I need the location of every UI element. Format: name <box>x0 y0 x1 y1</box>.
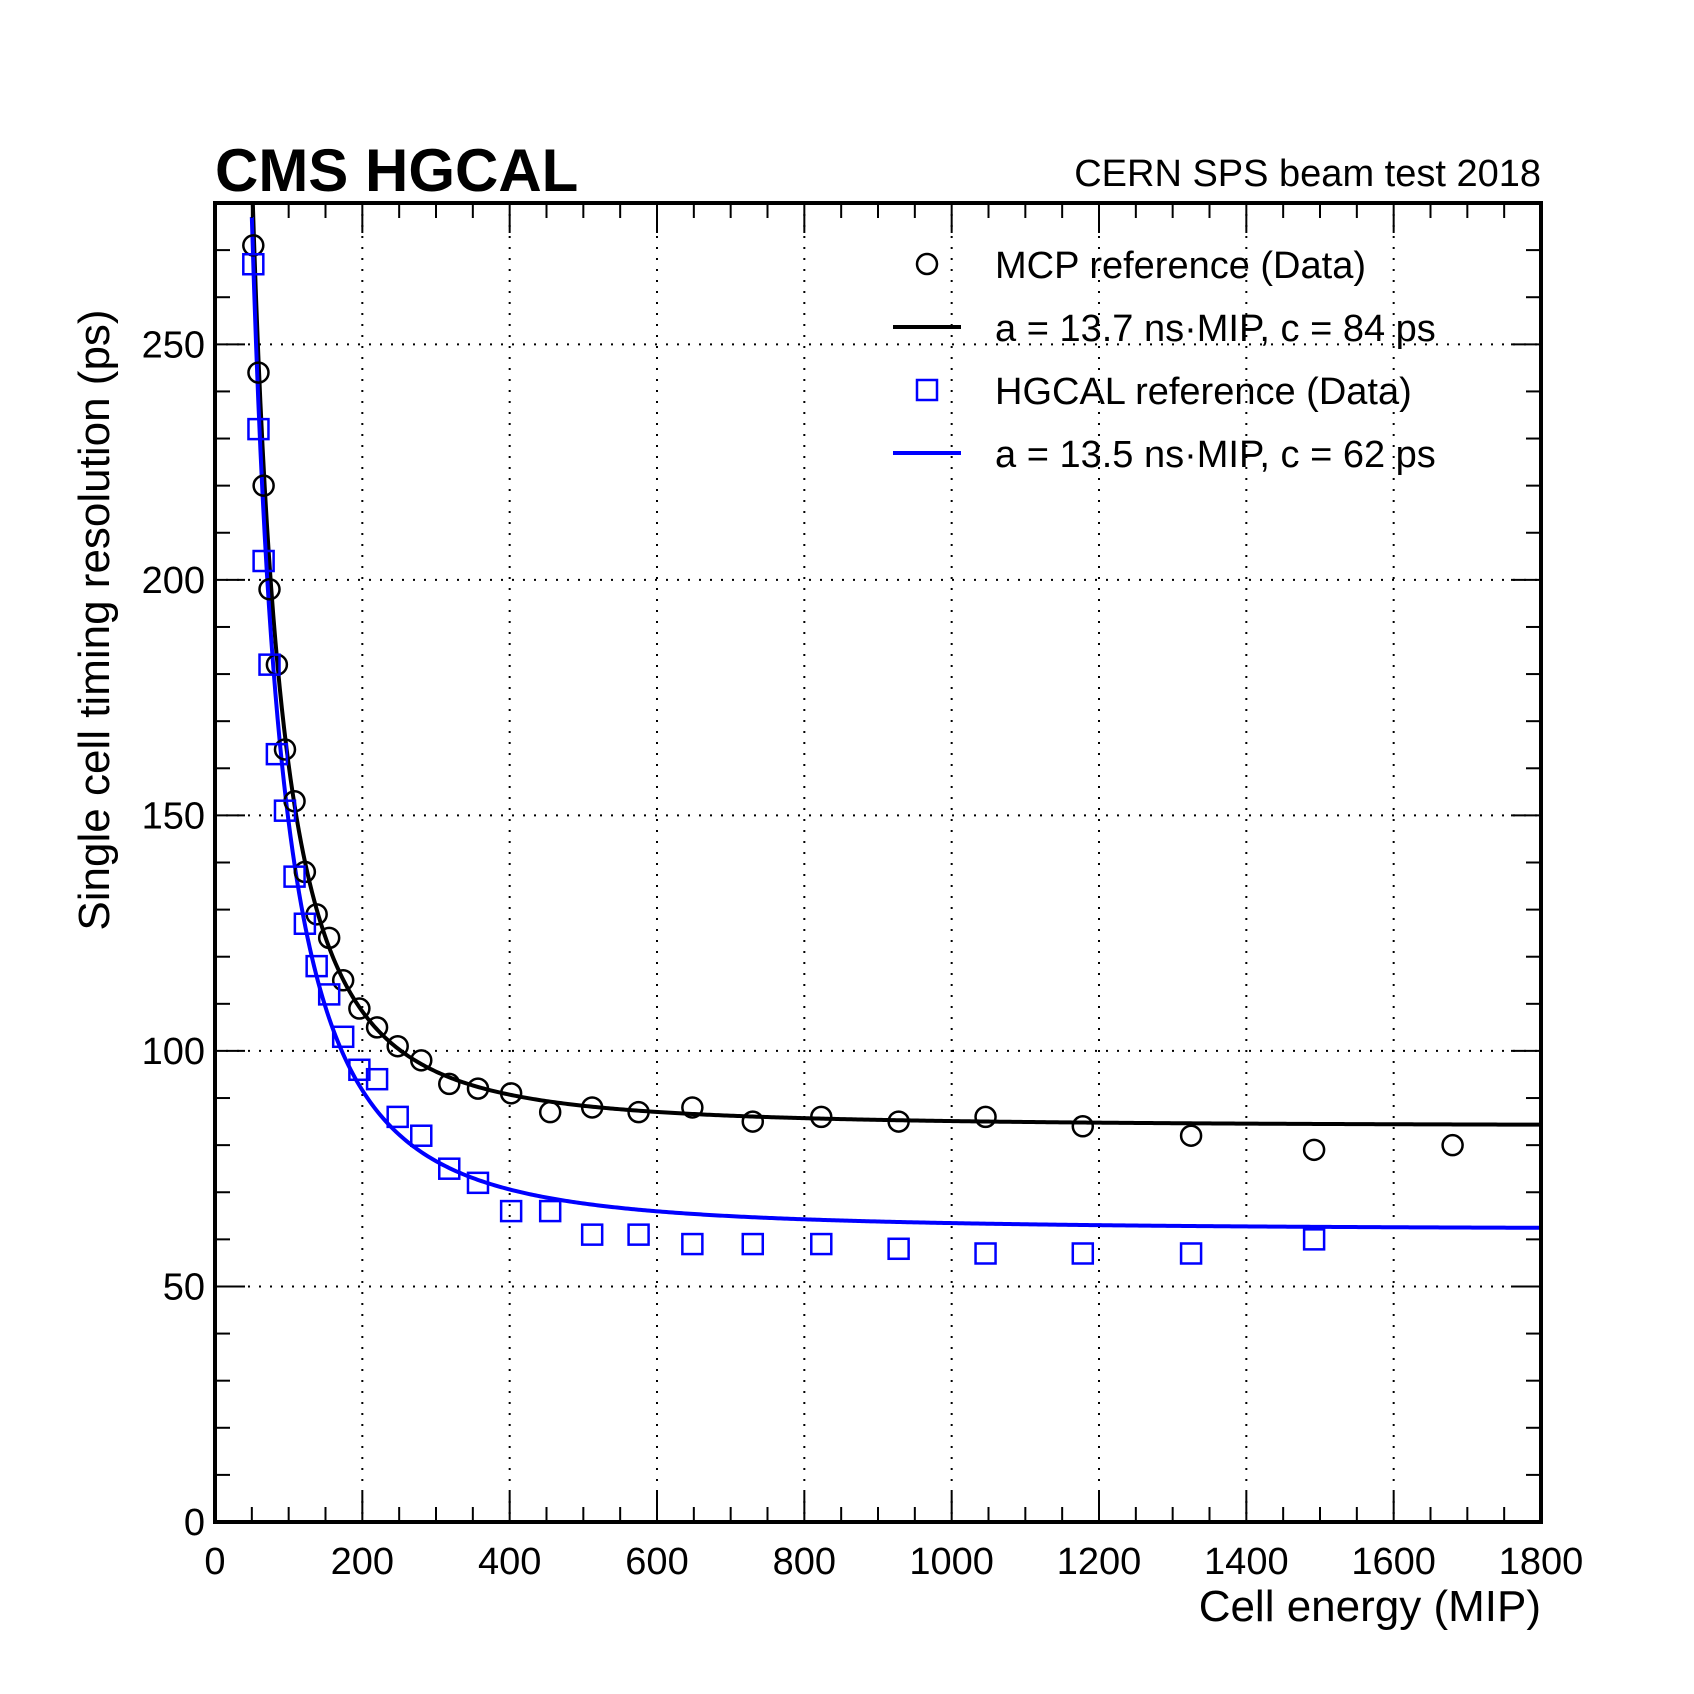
data-point-mcp <box>258 578 281 601</box>
data-point-mcp <box>438 1072 461 1096</box>
legend-key-square <box>915 378 939 402</box>
fit-curve-hgcal <box>249 216 1541 1230</box>
data-point-mcp <box>365 1016 389 1039</box>
experiment-title: CMS HGCAL <box>215 137 579 204</box>
legend-label-hgcal-fit: a = 13.5 ns·MIP, c = 62 ps <box>995 434 1436 476</box>
data-point-hgcal <box>265 742 289 766</box>
data-point-hgcal <box>1179 1242 1203 1265</box>
data-point-mcp <box>410 1049 433 1072</box>
data-point-hgcal <box>247 417 270 441</box>
fit-curve-mcp <box>250 203 1541 1127</box>
data-point-mcp <box>580 1096 604 1119</box>
data-point-hgcal <box>580 1223 604 1246</box>
x-tick-label: 1800 <box>1499 1541 1584 1583</box>
data-point-hgcal <box>1071 1242 1095 1265</box>
data-point-mcp <box>741 1110 765 1133</box>
legend-label-hgcal-data: HGCAL reference (Data) <box>995 371 1412 413</box>
data-point-hgcal <box>242 252 265 276</box>
data-point-mcp <box>499 1082 523 1105</box>
y-axis-title: Single cell timing resolution (ps) <box>70 309 119 931</box>
legend-key-circle <box>915 252 939 276</box>
data-point-hgcal <box>741 1232 765 1256</box>
data-point-mcp <box>466 1077 490 1100</box>
x-tick-label: 400 <box>478 1541 541 1583</box>
data-point-hgcal <box>810 1232 833 1256</box>
data-point-hgcal <box>258 653 281 676</box>
data-point-hgcal <box>499 1199 523 1223</box>
data-point-hgcal <box>331 1025 355 1049</box>
y-tick-label: 250 <box>142 324 205 366</box>
data-point-hgcal <box>252 549 275 573</box>
data-point-mcp <box>887 1110 910 1133</box>
data-point-mcp <box>273 738 297 761</box>
legend-label-mcp-data: MCP reference (Data) <box>995 245 1366 287</box>
x-tick-label: 800 <box>773 1541 836 1583</box>
data-point-hgcal <box>681 1232 704 1256</box>
beam-test-subtitle: CERN SPS beam test 2018 <box>1074 153 1541 195</box>
data-point-mcp <box>386 1034 409 1058</box>
data-point-mcp <box>348 997 371 1020</box>
data-point-hgcal <box>627 1223 650 1246</box>
legend-label-mcp-fit: a = 13.7 ns·MIP, c = 84 ps <box>995 308 1436 350</box>
x-tick-label: 1600 <box>1351 1541 1436 1583</box>
y-tick-label: 50 <box>163 1266 205 1308</box>
data-point-hgcal <box>273 799 297 822</box>
y-tick-label: 0 <box>184 1502 205 1544</box>
data-point-hgcal <box>305 954 328 978</box>
data-point-hgcal <box>538 1199 562 1223</box>
x-tick-label: 0 <box>204 1541 225 1583</box>
data-point-hgcal <box>887 1237 910 1261</box>
data-point-hgcal <box>317 983 341 1006</box>
data-point-hgcal <box>438 1157 461 1180</box>
data-point-hgcal <box>386 1105 409 1129</box>
data-points <box>242 234 1464 1265</box>
x-tick-label: 1200 <box>1057 1541 1142 1583</box>
tick-labels: 0 200 400 600 800 1000 1200 1400 1600 1800 0 50 100 1… <box>142 324 1584 1583</box>
data-point-mcp <box>974 1105 997 1129</box>
x-tick-label: 200 <box>331 1541 394 1583</box>
x-tick-label: 600 <box>625 1541 688 1583</box>
data-point-hgcal <box>410 1124 433 1147</box>
y-tick-label: 200 <box>142 560 205 602</box>
data-point-mcp <box>810 1105 833 1129</box>
data-point-mcp <box>681 1096 704 1119</box>
data-point-hgcal <box>1302 1228 1326 1251</box>
data-point-mcp <box>1302 1138 1326 1162</box>
grid-lines <box>215 203 1541 1522</box>
data-point-mcp <box>1179 1124 1203 1147</box>
data-point-mcp <box>538 1100 562 1124</box>
y-tick-label: 100 <box>142 1031 205 1073</box>
data-point-hgcal <box>283 865 306 888</box>
data-point-mcp <box>252 474 275 497</box>
data-point-mcp <box>317 926 341 950</box>
data-point-mcp <box>247 361 270 384</box>
data-point-mcp <box>1071 1115 1095 1138</box>
data-point-mcp <box>627 1100 650 1124</box>
x-tick-label: 1000 <box>909 1541 994 1583</box>
tick-marks <box>214 202 1542 1523</box>
data-point-hgcal <box>974 1242 997 1265</box>
data-point-hgcal <box>365 1067 389 1091</box>
y-tick-label: 150 <box>142 795 205 837</box>
data-point-hgcal <box>293 912 317 935</box>
data-point-mcp <box>1441 1133 1464 1157</box>
data-point-mcp <box>331 969 355 992</box>
x-axis-title: Cell energy (MIP) <box>1198 1582 1541 1631</box>
data-point-hgcal <box>466 1171 490 1195</box>
legend-keys <box>893 252 961 455</box>
fit-curves <box>249 203 1541 1230</box>
x-tick-label: 1400 <box>1204 1541 1289 1583</box>
